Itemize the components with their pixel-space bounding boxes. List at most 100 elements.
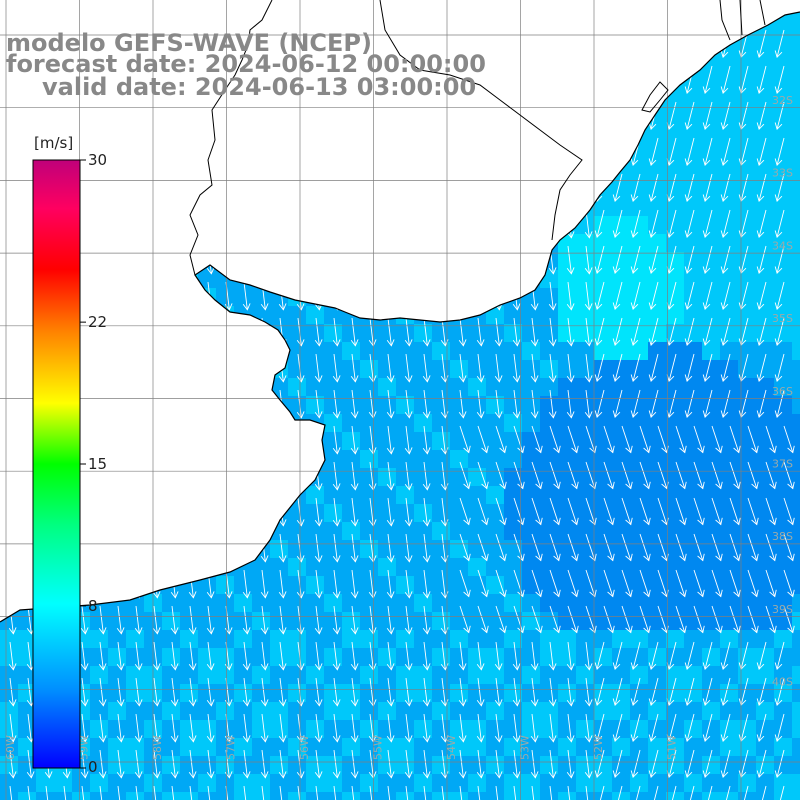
wind-arrow (188, 173, 197, 203)
wind-arrow (459, 533, 471, 562)
field-cell (216, 234, 234, 252)
wind-arrow (188, 605, 197, 635)
field-cell (522, 270, 540, 288)
field-cell (468, 342, 486, 360)
field-cell (468, 198, 486, 216)
field-cell (594, 396, 612, 414)
wind-arrow (548, 137, 557, 167)
field-cell (594, 12, 612, 18)
field-cell (756, 36, 774, 54)
field-cell (0, 468, 18, 486)
field-cell (486, 414, 504, 432)
field-cell (648, 252, 666, 270)
field-cell (756, 306, 774, 324)
field-cell (576, 12, 594, 18)
wind-arrow (476, 353, 485, 383)
field-cell (576, 126, 594, 144)
wind-arrow (476, 173, 485, 203)
field-cell (450, 144, 468, 162)
field-cell (684, 12, 702, 18)
wind-arrow (548, 101, 557, 131)
field-cell (522, 324, 540, 342)
wind-arrow (134, 605, 143, 635)
field-cell (324, 576, 342, 594)
field-cell (468, 702, 486, 720)
wind-arrow (350, 533, 359, 563)
field-cell (288, 360, 306, 378)
field-cell (432, 576, 450, 594)
wind-arrow (675, 497, 687, 526)
field-cell (594, 180, 612, 198)
wind-arrow (98, 209, 107, 239)
field-cell (288, 270, 306, 288)
field-cell (234, 468, 252, 486)
field-cell (108, 144, 126, 162)
field-cell (450, 12, 468, 18)
wind-arrow (495, 497, 507, 526)
field-cell (450, 558, 468, 576)
field-cell (162, 540, 180, 558)
longitude-label: 54W (445, 735, 458, 760)
field-cell (234, 558, 252, 576)
field-cell (162, 306, 180, 324)
wind-arrow (80, 389, 89, 419)
wind-arrow (116, 353, 125, 383)
field-cell (558, 684, 576, 702)
wind-arrow (783, 425, 795, 454)
field-cell (198, 720, 216, 738)
wind-arrow (603, 605, 615, 634)
field-cell (738, 378, 756, 396)
field-cell (234, 486, 252, 504)
wind-arrow (350, 749, 359, 779)
field-cell (252, 252, 270, 270)
field-cell (324, 324, 342, 342)
field-cell (126, 774, 144, 792)
wind-arrow (702, 641, 713, 670)
field-cell (360, 774, 378, 792)
field-cell (576, 378, 594, 396)
wind-arrow (747, 497, 759, 526)
field-cell (756, 450, 774, 468)
field-cell (792, 702, 800, 720)
wind-arrow (278, 209, 287, 239)
field-cell (540, 288, 558, 306)
field-cell (414, 216, 432, 234)
field-cell (756, 666, 774, 684)
field-cell (378, 450, 396, 468)
field-cell (594, 558, 612, 576)
field-cell (630, 360, 648, 378)
field-cell (288, 198, 306, 216)
field-cell (414, 198, 432, 216)
wind-arrow (566, 353, 575, 383)
wind-arrow (170, 281, 179, 311)
field-cell (360, 432, 378, 450)
wind-arrow (260, 425, 269, 455)
field-cell (450, 522, 468, 540)
field-cell (162, 270, 180, 288)
field-cell (90, 108, 108, 126)
field-cell (702, 306, 720, 324)
field-cell (360, 180, 378, 198)
field-cell (180, 198, 198, 216)
field-cell (576, 54, 594, 72)
wind-arrow (368, 281, 377, 311)
field-cell (594, 756, 612, 774)
wind-arrow (170, 245, 179, 275)
wind-arrow (476, 389, 485, 419)
field-cell (234, 432, 252, 450)
field-cell (216, 12, 234, 18)
wind-arrow (648, 677, 659, 706)
field-cell (396, 270, 414, 288)
field-cell (342, 144, 360, 162)
field-cell (108, 378, 126, 396)
field-cell (198, 450, 216, 468)
field-cell (756, 486, 774, 504)
field-cell (252, 612, 270, 630)
field-cell (252, 288, 270, 306)
field-cell (774, 234, 792, 252)
field-cell (90, 774, 108, 792)
field-cell (450, 126, 468, 144)
field-cell (306, 540, 324, 558)
field-cell (486, 666, 504, 684)
field-cell (630, 558, 648, 576)
